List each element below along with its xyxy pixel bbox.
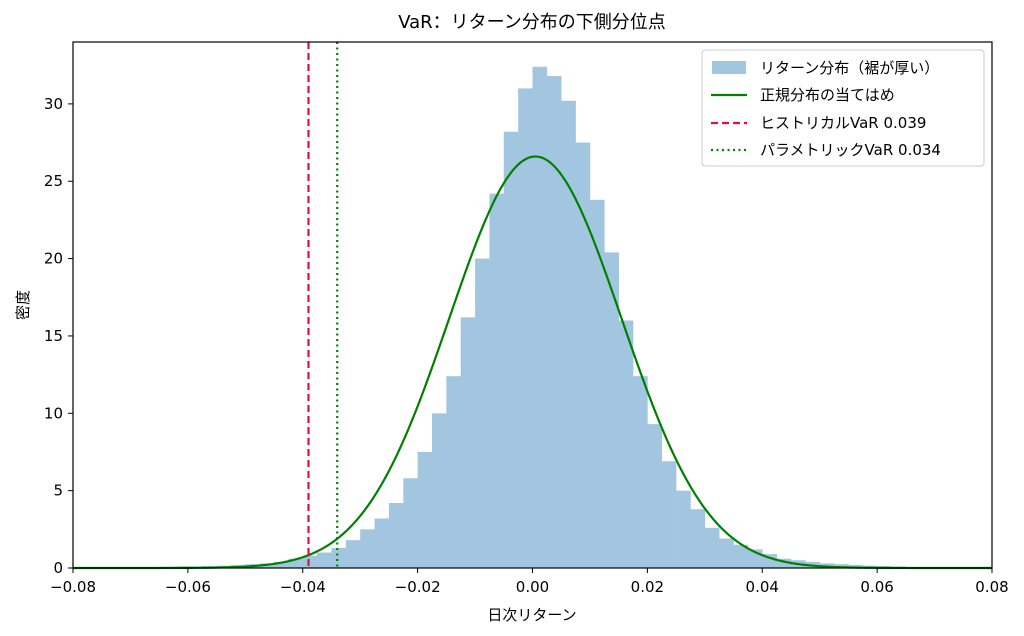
y-tick-label: 25 [44,172,63,190]
histogram-bar [374,518,390,568]
histogram-bar [704,527,720,568]
histogram-bar [360,529,375,568]
histogram-bar [546,76,562,569]
legend-histogram-swatch [712,61,746,74]
chart-title: VaR：リターン分布の下側分位点 [398,12,666,33]
x-tick-label: 0.06 [860,578,893,596]
histogram-bar [690,509,706,568]
histogram-bar [446,376,462,568]
histogram-bar [618,320,634,568]
y-axis-ticks: 0 5 10 15 20 25 30 [44,95,73,577]
histogram-bar [733,544,749,568]
histogram-bar [460,317,476,568]
x-axis-ticks: −0.08 −0.06 −0.04 −0.02 0.00 0.02 0.04 0.06 0.08 [50,568,1009,596]
legend: リターン分布（裾が厚い） 正規分布の当てはめ ヒストリカルVaR 0.039 パ… [701,49,985,167]
x-tick-label: 0.02 [631,578,664,596]
histogram-bar [589,199,605,569]
histogram-bar [431,413,447,568]
x-tick-label: 0.00 [516,578,549,596]
histogram-bar [633,376,648,568]
histogram-bar [661,461,677,568]
histogram-bar [518,88,533,568]
x-tick-label: 0.04 [746,578,779,596]
histogram-bar [417,451,433,568]
histogram-bar [475,258,490,568]
x-tick-label: 0.08 [975,578,1008,596]
normal-fit-curve [73,155,992,570]
histogram-bar [403,478,418,568]
y-axis-label: 密度 [14,290,32,320]
histogram-bar [388,503,404,568]
histogram-bar [489,193,505,569]
legend-histogram-label: リターン分布（裾が厚い） [760,59,939,77]
legend-normal-label: 正規分布の当てはめ [760,86,895,104]
histogram-bar [331,547,347,568]
legend-parametric-var-label: パラメトリックVaR 0.034 [760,141,941,159]
histogram-bar [345,540,361,568]
histogram-bar [532,66,548,569]
histogram-bar [848,564,864,568]
x-tick-label: −0.02 [395,578,441,596]
legend-historical-var-label: ヒストリカルVaR 0.039 [760,114,926,132]
histogram-bar [575,142,591,568]
histogram-bar [676,490,691,568]
histogram-bar [317,552,332,568]
y-tick-label: 5 [53,482,63,500]
x-tick-label: −0.06 [165,578,211,596]
histogram-bar [834,564,849,568]
y-tick-label: 20 [44,250,63,268]
histogram-bar [503,131,519,568]
histogram-bar [776,558,792,568]
histogram-bar [288,558,304,568]
histogram-bar [302,555,318,568]
histogram-bar [604,252,619,568]
x-tick-label: −0.04 [280,578,326,596]
histogram-bar [719,538,734,568]
y-tick-label: 30 [44,95,63,113]
y-tick-label: 10 [44,404,63,422]
histogram-bar [274,561,289,568]
y-tick-label: 15 [44,327,63,345]
histogram-bar [647,424,663,568]
legend-box [701,49,985,167]
histogram-bar [561,100,576,568]
histogram-bars [73,66,993,569]
x-tick-label: −0.08 [50,578,96,596]
y-tick-label: 0 [53,559,63,577]
x-axis-label: 日次リターン [487,606,576,624]
